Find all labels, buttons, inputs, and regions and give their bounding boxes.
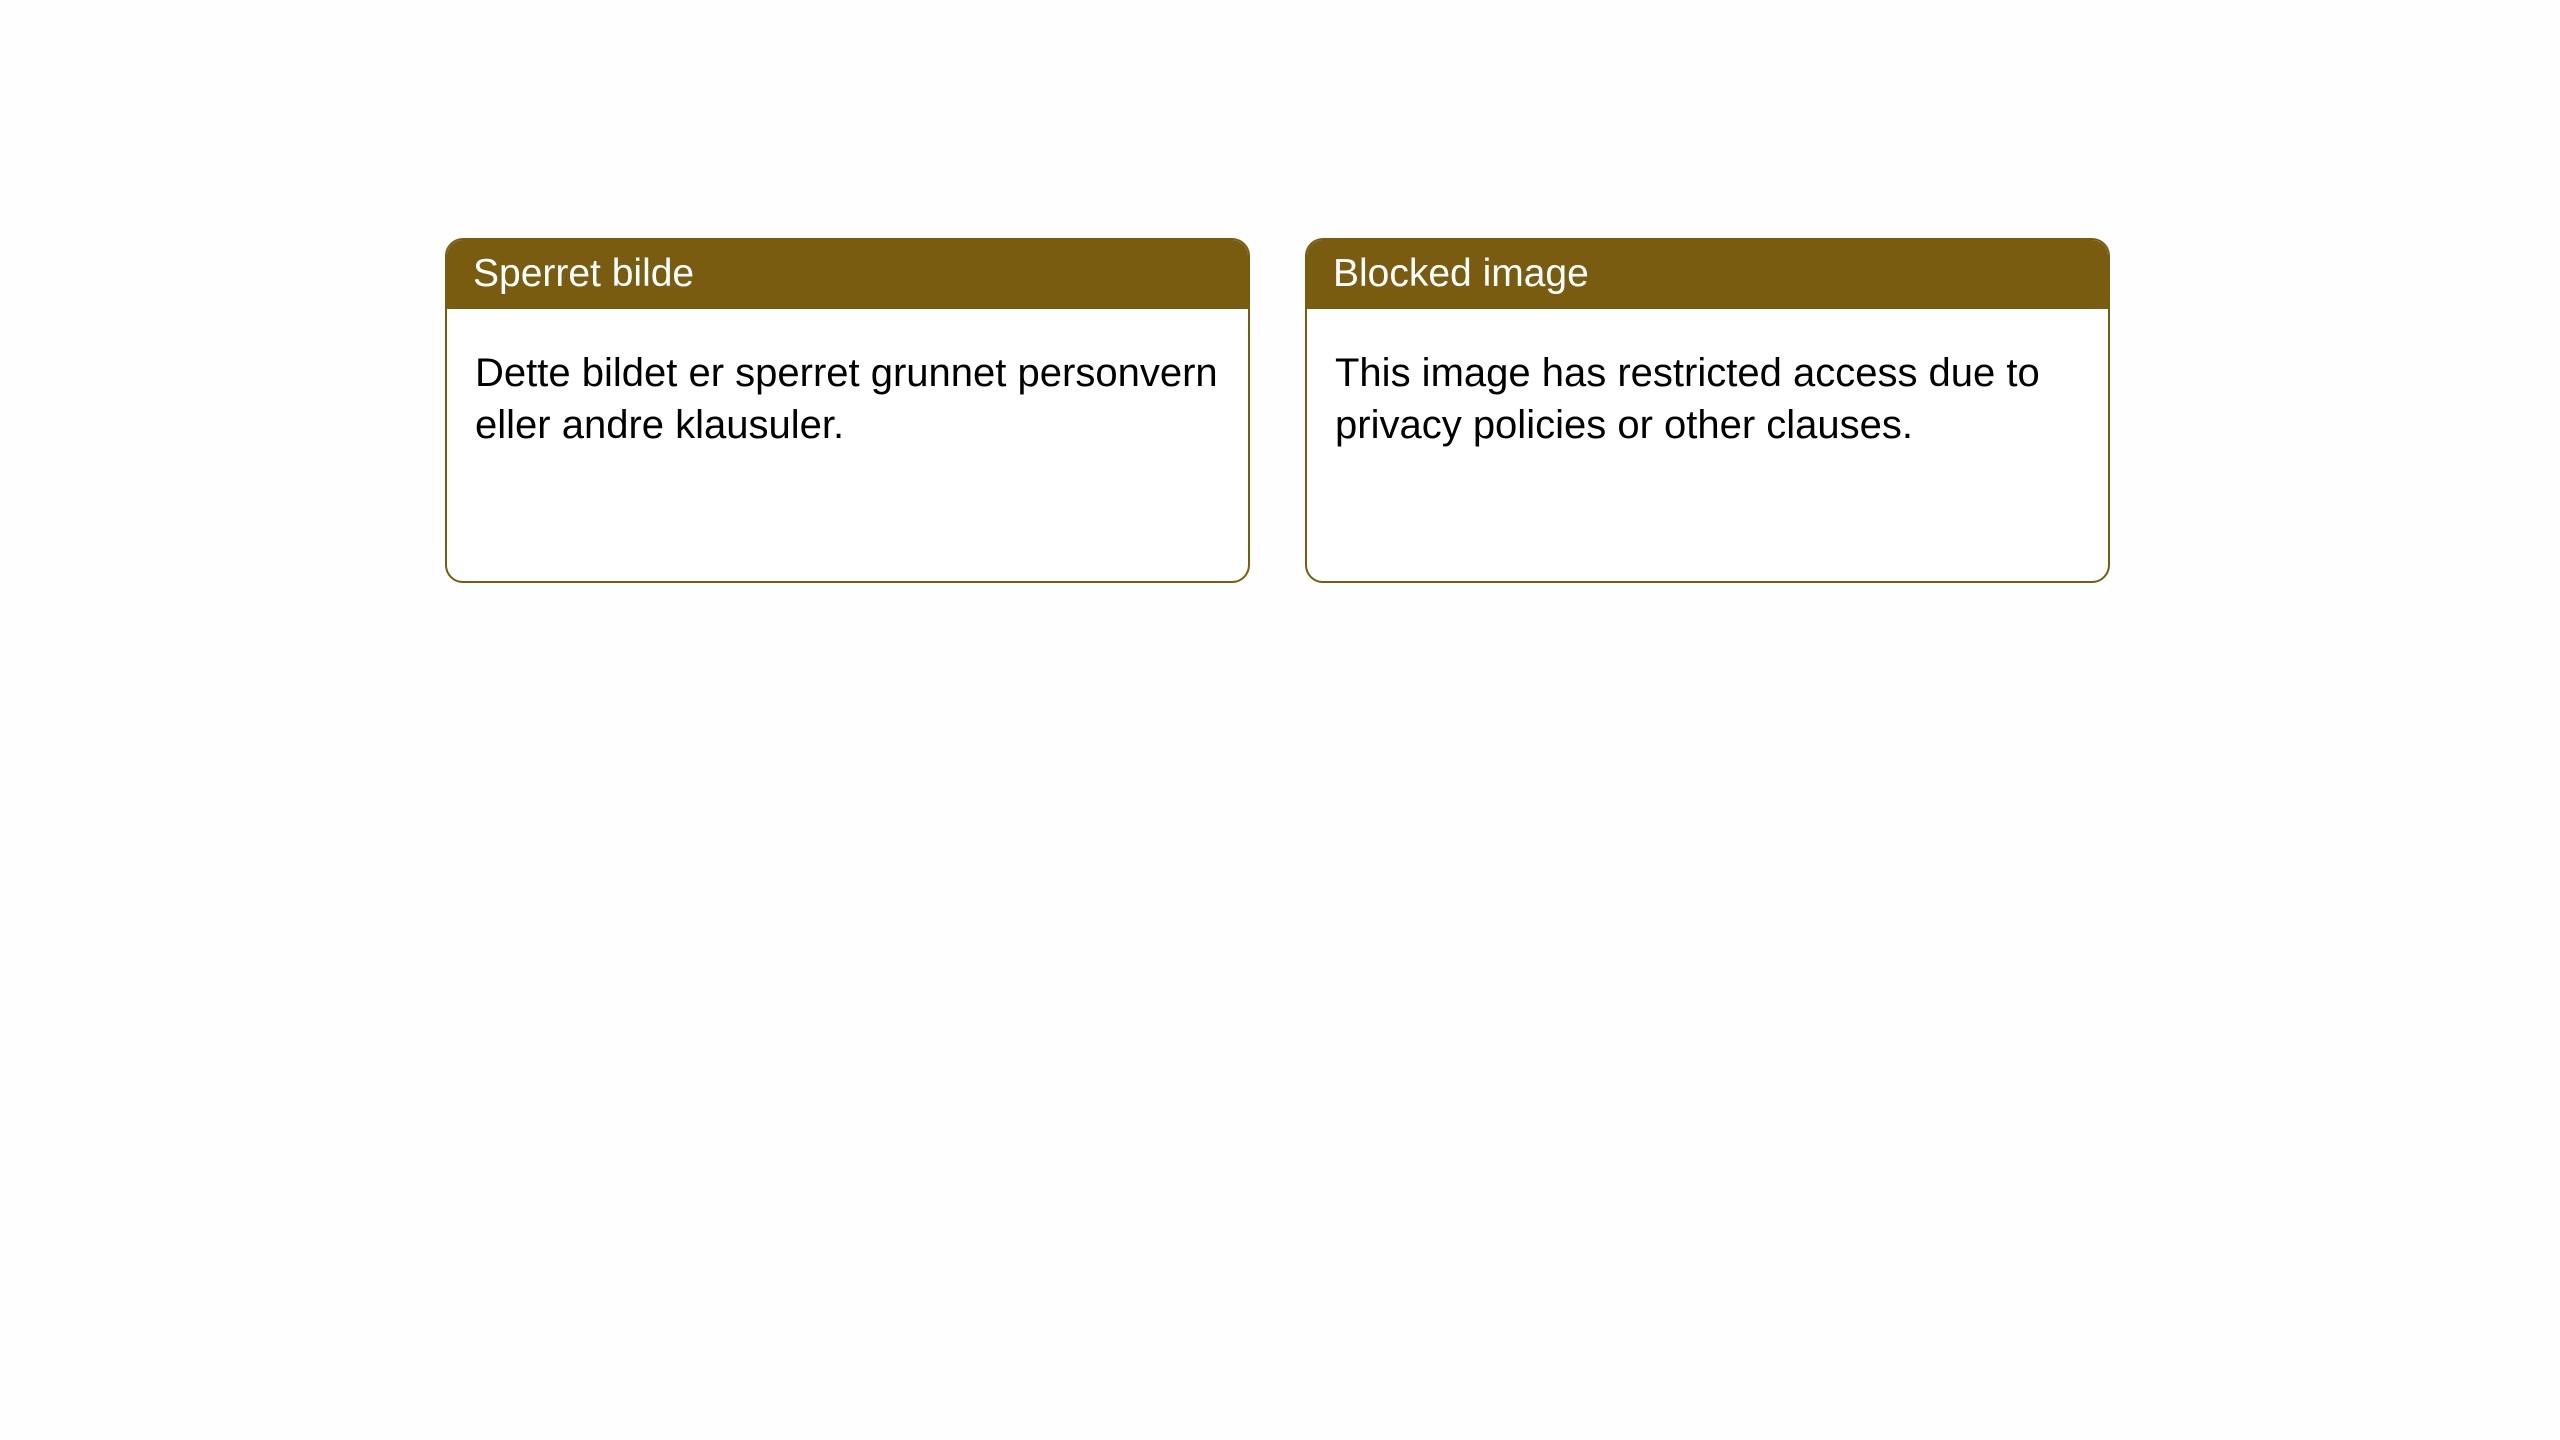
cards-container: Sperret bilde Dette bildet er sperret gr… <box>0 0 2560 583</box>
card-title: Blocked image <box>1333 252 1589 295</box>
card-body-text: This image has restricted access due to … <box>1335 351 2040 447</box>
card-title: Sperret bilde <box>473 252 694 295</box>
card-header: Sperret bilde <box>447 240 1248 309</box>
notice-card-norwegian: Sperret bilde Dette bildet er sperret gr… <box>445 238 1250 583</box>
card-body-text: Dette bildet er sperret grunnet personve… <box>475 351 1218 447</box>
card-header: Blocked image <box>1307 240 2108 309</box>
card-body: This image has restricted access due to … <box>1307 309 2108 581</box>
notice-card-english: Blocked image This image has restricted … <box>1305 238 2110 583</box>
card-body: Dette bildet er sperret grunnet personve… <box>447 309 1248 581</box>
